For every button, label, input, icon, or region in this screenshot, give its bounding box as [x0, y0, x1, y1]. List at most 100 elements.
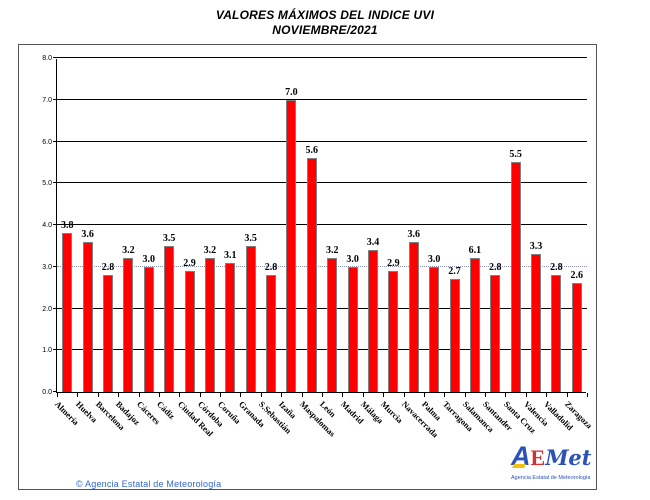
chart-title-line1: VALORES MÁXIMOS DEL INDICE UVI: [215, 8, 435, 22]
x-tick-mark: [179, 393, 181, 397]
x-tick-mark: [383, 393, 385, 397]
y-tick-mark: [53, 140, 57, 142]
x-tick-mark: [403, 393, 405, 397]
chart-title-line2: NOVIEMBRE/2021: [272, 23, 378, 37]
bar-Madrid: [347, 266, 358, 392]
bar-Tarragona: [449, 279, 460, 392]
gridline: [57, 140, 587, 142]
bar-Palma: [429, 266, 440, 392]
x-tick-mark: [199, 393, 201, 397]
bar-Valladolid: [551, 275, 562, 392]
aemet-logo-letter-e: E: [530, 445, 546, 470]
x-tick-mark: [546, 393, 548, 397]
x-tick-mark: [322, 393, 323, 397]
bar-value-label: 3.8: [60, 220, 74, 232]
bar-Huelva: [82, 241, 93, 392]
x-tick-mark: [57, 393, 58, 397]
bar-value-label: 3.0: [142, 253, 155, 265]
bar-Barcelona: [102, 275, 113, 392]
bar-Ciudad Real: [184, 270, 195, 392]
x-tick-mark: [505, 393, 507, 397]
gridline: [57, 98, 587, 100]
bar-Salamanca: [469, 258, 480, 392]
x-tick-mark: [362, 393, 364, 397]
aemet-logo: AEMet Agencia Estatal de Meteorología: [511, 443, 599, 482]
y-tick-mark: [53, 57, 57, 58]
bar-value-label: 3.6: [407, 228, 420, 240]
bar-Coruña: [225, 262, 236, 392]
aemet-logo-met: Met: [545, 445, 592, 470]
y-tick-label: 5.0: [42, 180, 52, 188]
aemet-logo-caption: Agencia Estatal de Meteorología: [511, 475, 591, 481]
bar-Zaragoza: [571, 283, 582, 392]
y-tick-label: 8.0: [42, 55, 52, 62]
bar-S.Sebastián: [266, 275, 277, 392]
bar-León: [327, 258, 338, 392]
aemet-logo-yellow-accent: [511, 464, 527, 468]
gridline: [57, 224, 587, 225]
x-tick-mark: [444, 393, 446, 397]
bar-Badajoz: [123, 258, 134, 392]
chart-title: VALORES MÁXIMOS DEL INDICE UVI NOVIEMBRE…: [0, 8, 650, 38]
bar-value-label: 2.9: [183, 257, 196, 269]
bar-value-label: 2.6: [570, 270, 584, 282]
x-tick-mark: [423, 393, 425, 397]
bar-Santander: [490, 275, 501, 392]
x-tick-mark: [77, 393, 79, 397]
gridline: [57, 349, 587, 351]
bar-value-label: 2.9: [387, 257, 400, 269]
bar-Valencia: [531, 254, 542, 392]
x-tick-mark: [342, 393, 344, 397]
bar-value-label: 2.8: [264, 262, 278, 274]
bar-Granada: [245, 245, 256, 392]
bar-Izaña: [286, 99, 297, 392]
bar-Cáceres: [143, 266, 154, 392]
gridline: [57, 307, 587, 309]
bar-value-label: 5.5: [509, 149, 522, 161]
copyright-text: © Agencia Estatal de Meteorología: [76, 479, 221, 489]
x-tick-mark: [587, 393, 588, 397]
bar-value-label: 3.6: [81, 228, 94, 240]
x-tick-mark: [158, 393, 160, 397]
x-tick-mark: [97, 393, 99, 397]
y-tick-mark: [53, 307, 57, 309]
bar-Santa Cruz: [510, 162, 521, 392]
bar-value-label: 2.8: [550, 262, 563, 274]
bar-value-label: 2.8: [489, 262, 502, 274]
y-tick-mark: [53, 182, 57, 184]
chart-frame: 0.0 1.0 2.0 3.0 4.0 5.0 6.0 7.0 8.0 3.8 Almería 3.6…: [18, 44, 597, 490]
x-tick-mark: [566, 393, 568, 397]
bar-Cádiz: [164, 245, 175, 392]
copyright-symbol-and-text: © Agencia Estatal de Meteorología: [76, 479, 222, 489]
bar-value-label: 3.2: [122, 245, 135, 257]
y-tick-mark: [53, 224, 57, 225]
bar-value-label: 6.1: [468, 245, 482, 257]
bar-Córdoba: [204, 258, 215, 392]
x-tick-mark: [301, 393, 303, 397]
bar-value-label: 3.3: [529, 241, 543, 253]
bar-Maspalomas: [306, 158, 317, 392]
bar-Navacerrada: [408, 241, 419, 392]
y-tick-label: 4.0: [42, 222, 52, 229]
x-tick-mark: [118, 393, 120, 397]
x-tick-mark: [525, 393, 527, 397]
y-tick-label: 0.0: [42, 389, 52, 396]
aemet-logo-letter-a: A: [511, 441, 531, 471]
aemet-logo-wordmark: AEMet: [511, 443, 599, 474]
x-tick-mark: [138, 393, 140, 397]
y-tick-mark: [53, 98, 57, 100]
y-tick-label: 3.0: [42, 263, 52, 271]
x-tick-mark: [464, 393, 466, 397]
gridline: [57, 182, 587, 184]
y-tick-label: 7.0: [42, 96, 52, 104]
y-tick-label: 2.0: [42, 305, 52, 313]
bar-value-label: 3.2: [325, 245, 339, 257]
x-tick-mark: [220, 393, 222, 397]
bar-value-label: 3.2: [203, 245, 217, 257]
bar-value-label: 3.5: [162, 232, 176, 244]
plot-area: 0.0 1.0 2.0 3.0 4.0 5.0 6.0 7.0 8.0 3.8 Almería 3.6…: [42, 55, 594, 439]
x-tick-mark: [260, 393, 262, 397]
bar-value-label: 3.0: [427, 253, 441, 265]
y-tick-mark: [53, 265, 57, 267]
